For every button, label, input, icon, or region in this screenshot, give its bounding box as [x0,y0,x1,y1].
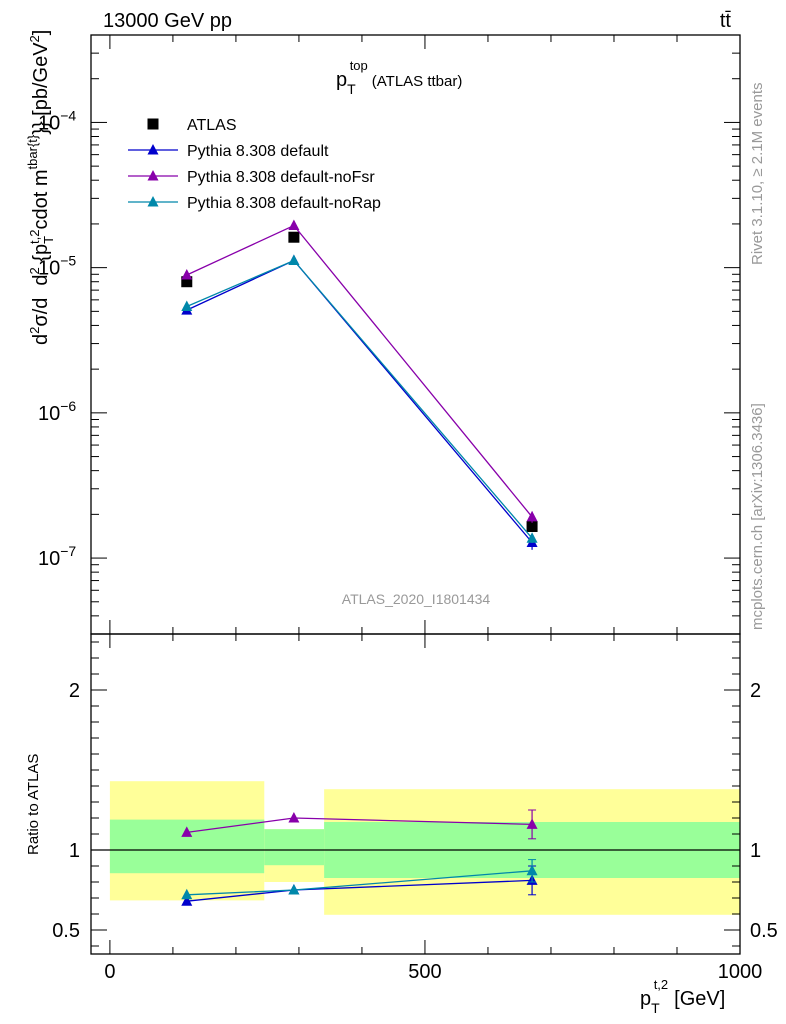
data-point-nofsr [181,268,193,280]
ratio-point-norap [526,864,538,876]
uncertainty-band-inner [264,829,325,866]
series-line-nofsr [186,224,533,518]
ratio-panel: 0 500 1000 0.5 0.5 1 1 2 2 Ratio to ATLAS pTt,2[… [25,633,778,1016]
series-nofsr [181,219,538,523]
legend-label-default: Pythia 8.308 default [187,143,329,160]
plot-title: pTtop(ATLAS ttbar) [336,58,462,97]
ratio-y-axis-label: Ratio to ATLAS [25,754,42,855]
legend-label-norap: Pythia 8.308 default-noRap [187,195,381,212]
data-point-norap [526,532,538,543]
ratio-frame [90,633,741,955]
x-axis-label: pTt,2[GeV] [640,977,725,1016]
main-y-axis-label: d2σ/dd2 {pTt,2cdot mtbar{t}}} [pb/GeV2] [25,30,56,345]
series-norap [181,254,538,543]
rivet-label: Rivet 3.1.10, ≥ 2.1M events [749,83,766,266]
legend: ATLAS Pythia 8.308 default Pythia 8.308 de… [128,117,381,212]
main-y-tick-label: 10−5 [38,253,76,280]
ratio-y-tick-label-right: 2 [750,680,761,702]
data-point-nofsr [526,510,538,522]
ratio-series-norap [181,859,538,900]
legend-marker-norap [147,196,159,207]
legend-label-nofsr: Pythia 8.308 default-noFsr [187,169,375,186]
ratio-y-tick-label: 1 [69,840,80,862]
series-line-norap [186,259,533,539]
data-point-norap [181,300,193,312]
series-atlas [181,231,538,532]
ratio-y-tick-label-right: 1 [750,840,761,862]
x-tick-label: 0 [104,961,115,983]
ratio-y-tick-label-right: 0.5 [750,920,778,942]
ratio-point-nofsr [526,818,538,829]
x-tick-label: 500 [408,961,441,983]
ratio-point-norap [181,888,193,900]
legend-label-atlas: ATLAS [187,117,237,134]
data-point-atlas [288,231,300,243]
data-point-atlas [181,276,193,288]
header-left: 13000 GeV pp [103,10,232,32]
x-tick-label: 1000 [718,961,763,983]
ratio-y-tick-label: 2 [69,680,80,702]
ratio-series-nofsr [181,809,538,840]
legend-marker-nofsr [147,170,159,181]
ratio-y-tick-label: 0.5 [52,920,80,942]
data-point-norap [288,254,300,265]
main-panel: 10−7 10−6 10−5 10−4 pTtop(ATLAS ttbar) ATLA… [25,30,741,635]
ratio-point-norap [288,884,300,895]
series-line-default [186,259,533,543]
header-right: tt̄ [720,10,732,32]
main-y-tick-label: 10−7 [38,543,76,570]
ratio-point-default [181,895,193,906]
mcplots-label: mcplots.cern.ch [arXiv:1306.3436] [749,403,766,630]
legend-marker-default [147,144,159,155]
main-y-tick-label: 10−6 [38,398,76,425]
analysis-watermark: ATLAS_2020_I1801434 [342,591,491,607]
data-point-nofsr [288,219,300,231]
legend-marker-atlas [147,118,159,130]
main-y-tick-label: 10−4 [38,107,76,134]
series-default [181,254,538,550]
ratio-point-nofsr [288,812,300,823]
data-point-atlas [526,520,538,532]
ratio-point-nofsr [181,826,193,837]
